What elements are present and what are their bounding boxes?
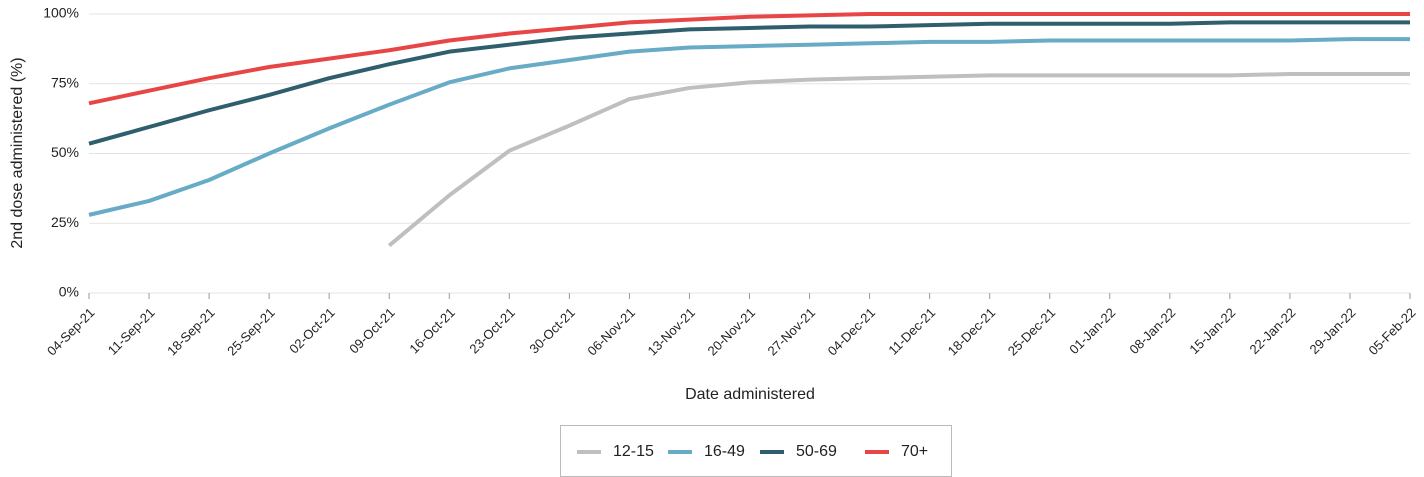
x-tick-label: 27-Nov-21 — [765, 305, 819, 359]
x-tick-label: 05-Feb-22 — [1366, 305, 1419, 358]
x-tick-label: 22-Jan-22 — [1246, 305, 1298, 357]
legend-label: 50-69 — [796, 443, 837, 460]
x-tick-label: 08-Jan-22 — [1126, 305, 1178, 357]
x-tick-label: 20-Nov-21 — [705, 305, 759, 359]
x-tick-label: 18-Sep-21 — [164, 305, 218, 359]
x-tick-label: 15-Jan-22 — [1186, 305, 1238, 357]
x-tick-label: 23-Oct-21 — [466, 305, 517, 356]
y-tick-label: 100% — [43, 5, 79, 21]
series-line — [387, 71, 1410, 248]
x-tick-label: 29-Jan-22 — [1307, 305, 1359, 357]
series-line — [88, 37, 1410, 217]
y-tick-label: 50% — [51, 144, 79, 160]
series-line — [88, 20, 1410, 146]
y-tick-label: 75% — [51, 74, 79, 90]
x-tick-label: 13-Nov-21 — [644, 305, 698, 359]
y-axis-title: 2nd dose administered (%) — [9, 57, 26, 248]
x-axis-title: Date administered — [685, 386, 815, 403]
x-tick-label: 16-Oct-21 — [406, 305, 457, 356]
x-tick-label: 11-Dec-21 — [885, 305, 938, 358]
x-tick-label: 09-Oct-21 — [346, 305, 397, 356]
x-tick-label: 04-Sep-21 — [44, 305, 98, 359]
series-line — [88, 12, 1410, 106]
x-tick-label: 04-Dec-21 — [825, 305, 879, 359]
x-tick-label: 11-Sep-21 — [105, 305, 158, 358]
x-tick-label: 02-Oct-21 — [286, 305, 337, 356]
x-tick-label: 06-Nov-21 — [584, 305, 638, 359]
x-tick-label: 18-Dec-21 — [945, 305, 999, 359]
x-tick-label: 25-Dec-21 — [1005, 305, 1059, 359]
legend-label: 16-49 — [704, 443, 745, 460]
legend-label: 70+ — [901, 443, 928, 460]
y-tick-label: 0% — [59, 284, 79, 300]
x-tick-label: 30-Oct-21 — [526, 305, 577, 356]
y-tick-label: 25% — [51, 214, 79, 230]
x-tick-label: 25-Sep-21 — [224, 305, 278, 359]
x-tick-label: 01-Jan-22 — [1066, 305, 1118, 357]
legend-label: 12-15 — [613, 443, 654, 460]
